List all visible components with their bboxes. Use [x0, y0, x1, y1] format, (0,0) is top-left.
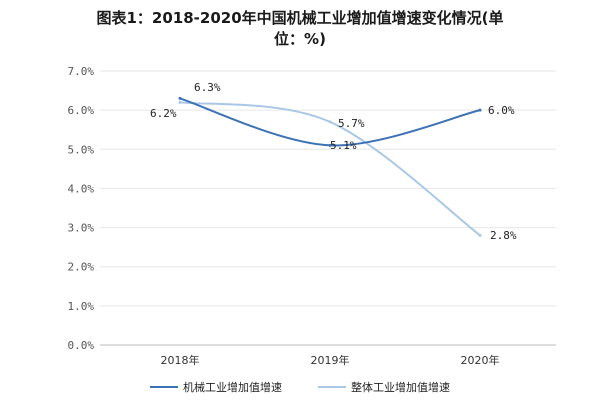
y-tick-label: 4.0% [68, 182, 95, 195]
y-tick-label: 6.0% [68, 104, 95, 117]
x-tick-label: 2018年 [161, 353, 200, 367]
y-tick-label: 7.0% [68, 65, 95, 78]
data-point-overall [478, 233, 482, 237]
y-tick-label: 2.0% [68, 261, 95, 274]
data-point-machinery [328, 143, 332, 147]
data-label-machinery: 5.1% [330, 139, 357, 152]
data-label-overall: 2.8% [490, 229, 517, 242]
y-tick-label: 5.0% [68, 143, 95, 156]
data-point-overall [178, 100, 182, 104]
y-tick-label: 3.0% [68, 222, 95, 235]
legend-label: 整体工业增加值增速 [351, 380, 450, 394]
data-label-overall: 6.2% [150, 107, 177, 120]
chart-title-line2: 位：%) [274, 30, 326, 48]
data-point-machinery [178, 96, 182, 100]
x-tick-label: 2020年 [461, 353, 500, 367]
x-tick-label: 2019年 [311, 353, 350, 367]
data-label-overall: 5.7% [338, 117, 365, 130]
data-label-machinery: 6.0% [488, 104, 515, 117]
y-tick-label: 1.0% [68, 300, 95, 313]
chart-title-line1: 图表1：2018-2020年中国机械工业增加值增速变化情况(单 [96, 9, 504, 27]
chart-title: 图表1：2018-2020年中国机械工业增加值增速变化情况(单 位：%) [0, 8, 600, 50]
y-tick-label: 0.0% [68, 339, 95, 352]
data-point-machinery [478, 108, 482, 112]
legend-label: 机械工业增加值增速 [183, 380, 282, 394]
data-point-overall [328, 120, 332, 124]
data-label-machinery: 6.3% [194, 81, 221, 94]
